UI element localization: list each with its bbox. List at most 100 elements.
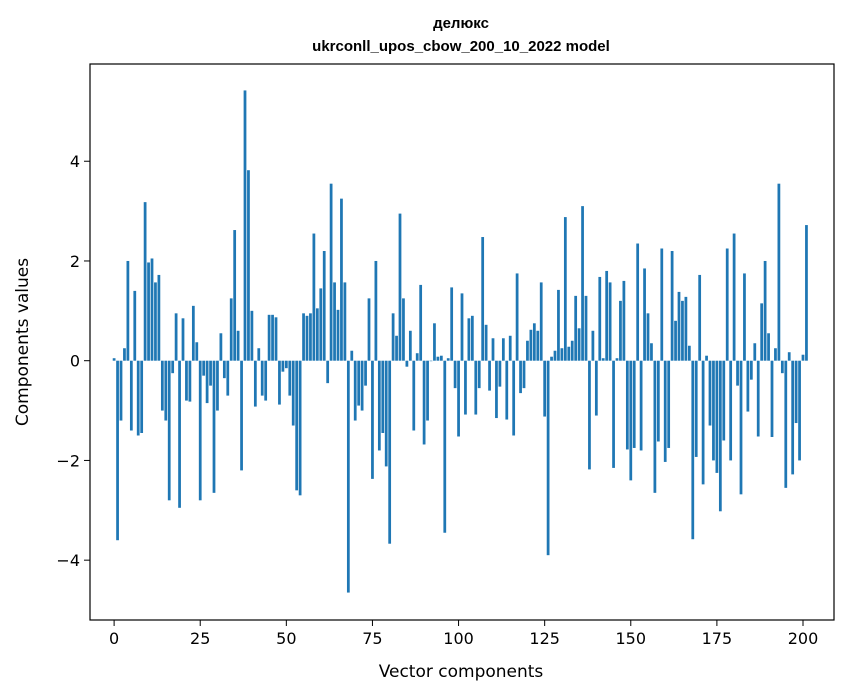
bar [784, 360, 788, 488]
bar [391, 313, 395, 361]
bar [181, 318, 185, 361]
bar [670, 251, 674, 361]
bar [594, 360, 598, 416]
bar [291, 360, 295, 426]
plot-frame [89, 63, 835, 621]
bar [615, 358, 619, 361]
bar [663, 360, 667, 462]
bar [198, 360, 202, 501]
bar [333, 282, 336, 361]
bar [195, 342, 199, 361]
bar [639, 360, 643, 451]
bar [708, 360, 712, 426]
bar [794, 360, 798, 424]
bar [309, 313, 312, 361]
bar [398, 213, 402, 361]
bar [546, 360, 550, 556]
bar [446, 358, 450, 361]
bar [219, 333, 223, 361]
bar [536, 330, 540, 361]
bar [260, 360, 264, 396]
bar [684, 296, 688, 361]
chart-title: делюкс [433, 15, 489, 32]
bar [133, 290, 137, 361]
bar [650, 343, 653, 361]
bar [519, 360, 522, 394]
bar [433, 323, 436, 361]
y-axis-ticks: −4 −2 0 2 4 [56, 152, 90, 570]
bar [408, 330, 412, 361]
bar [687, 345, 691, 361]
bar [470, 315, 474, 361]
chart-subtitle: ukrconll_upos_cbow_200_10_2022 model [312, 38, 610, 55]
bar [605, 270, 609, 361]
bar [119, 360, 123, 421]
bar [336, 309, 340, 361]
bar [171, 360, 175, 374]
bar [384, 360, 388, 467]
x-axis-label: Vector components [379, 662, 544, 682]
bar [415, 353, 419, 361]
bar [112, 358, 116, 361]
bar [567, 346, 571, 361]
bar [732, 233, 736, 361]
y-tick-label: −4 [56, 551, 80, 570]
bar [715, 360, 719, 473]
bar [154, 282, 157, 361]
bar [405, 360, 409, 367]
bar [205, 360, 209, 404]
bar [460, 293, 464, 361]
bar [340, 198, 343, 361]
x-tick-label: 175 [702, 629, 733, 648]
bar [164, 360, 168, 421]
bar [522, 360, 526, 389]
bar [495, 360, 498, 419]
bar [653, 360, 657, 493]
bar [439, 355, 443, 361]
bar [284, 360, 288, 369]
y-tick-label: 4 [70, 152, 80, 171]
bar [694, 360, 698, 457]
x-tick-label: 125 [529, 629, 560, 648]
bar [143, 202, 147, 361]
bar [777, 183, 781, 361]
bar [632, 360, 636, 448]
bar [660, 248, 664, 361]
bar [550, 356, 553, 361]
bar [560, 348, 564, 361]
bar [453, 360, 457, 389]
bar [532, 323, 536, 361]
bar [622, 280, 626, 361]
bar [498, 360, 502, 387]
bar [512, 360, 516, 436]
bar [646, 313, 650, 361]
bar [329, 183, 333, 361]
bar [681, 300, 684, 361]
bar [705, 355, 708, 361]
bar [505, 360, 509, 420]
bar [253, 360, 257, 407]
bar [226, 360, 230, 396]
bar [264, 360, 268, 401]
bar [656, 360, 660, 442]
bar [643, 268, 646, 361]
bar [426, 360, 429, 421]
bar [739, 360, 743, 495]
y-axis-label: Components values [13, 258, 33, 426]
x-tick-label: 0 [109, 629, 119, 648]
x-tick-label: 200 [788, 629, 819, 648]
bar [216, 360, 219, 411]
bar [395, 335, 398, 361]
bar [236, 330, 240, 361]
bar [188, 360, 192, 402]
bar [250, 310, 254, 361]
bar [443, 360, 447, 533]
x-tick-label: 75 [362, 629, 382, 648]
bar [801, 354, 805, 361]
bar [305, 315, 309, 361]
bar [160, 360, 164, 411]
bar [302, 313, 305, 361]
bar [557, 289, 560, 361]
bar [357, 360, 361, 406]
bar [312, 233, 316, 361]
